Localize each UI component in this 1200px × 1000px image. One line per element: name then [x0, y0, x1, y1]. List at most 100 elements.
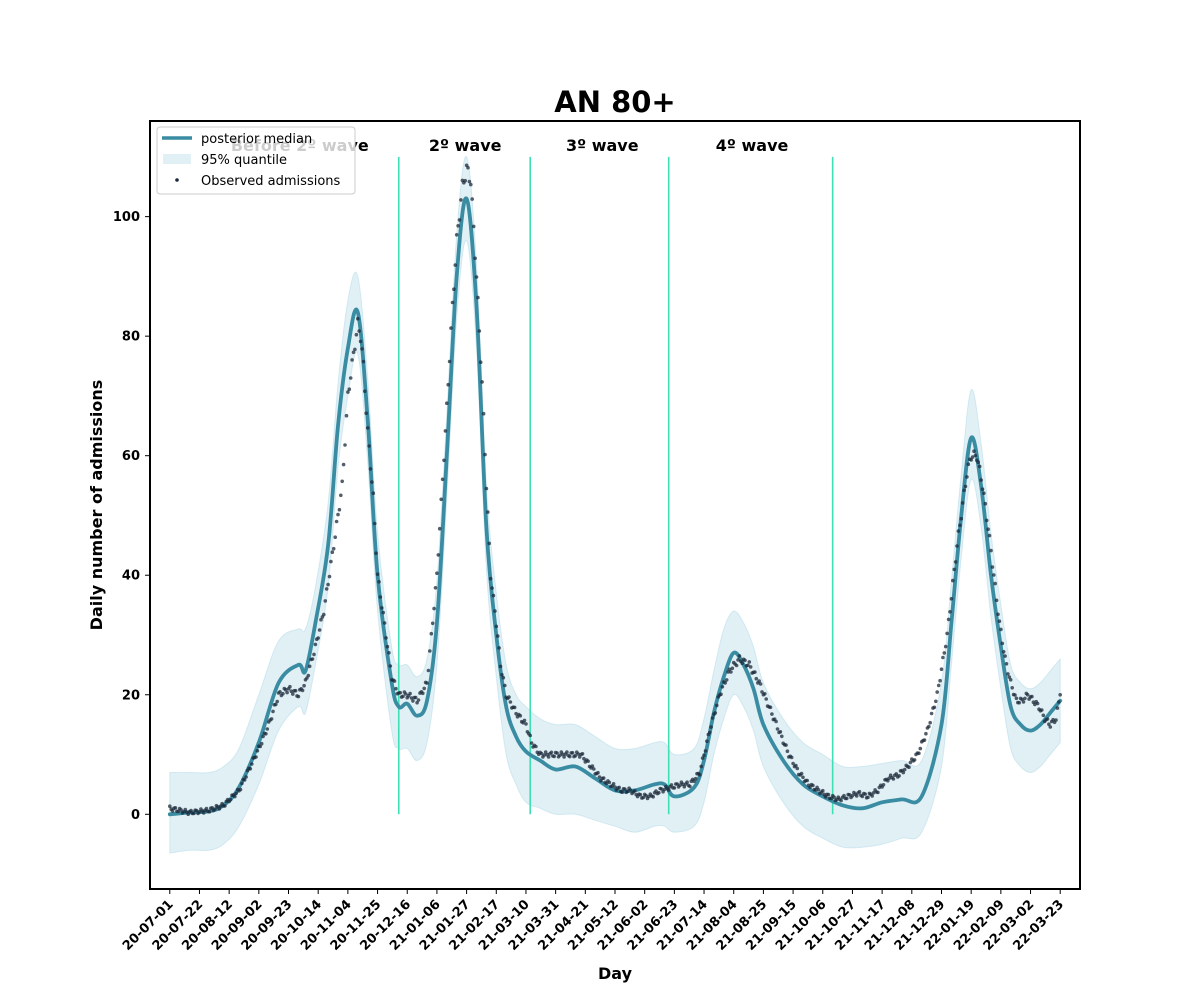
observed-point [1057, 700, 1061, 704]
observed-point [748, 665, 753, 669]
legend-label-median: posterior median [201, 132, 312, 147]
observed-point [922, 738, 927, 742]
observed-point [512, 705, 517, 710]
observed-point [1013, 693, 1017, 697]
observed-point [580, 752, 585, 756]
observed-point [398, 690, 403, 695]
observed-point [941, 655, 945, 660]
observed-point [326, 582, 330, 587]
observed-point [982, 491, 986, 496]
observed-point [955, 544, 959, 548]
observed-point [821, 788, 825, 793]
observed-point [439, 497, 444, 502]
observed-point [935, 690, 939, 694]
observed-point [1054, 718, 1058, 722]
observed-point [1014, 696, 1019, 701]
observed-point [993, 581, 997, 586]
observed-point [197, 810, 202, 814]
observed-point [367, 444, 371, 448]
observed-point [986, 527, 990, 531]
observed-point [866, 795, 870, 800]
observed-point [946, 617, 951, 622]
observed-point [912, 758, 917, 762]
observed-point [860, 794, 865, 799]
observed-point [805, 778, 809, 783]
observed-point [1023, 696, 1027, 701]
observed-point [778, 730, 783, 734]
observed-point [666, 788, 671, 792]
observed-point [710, 716, 715, 720]
observed-point [204, 806, 209, 811]
observed-point [388, 664, 393, 668]
observed-point [1008, 678, 1013, 682]
observed-point [662, 787, 667, 792]
observed-point [322, 612, 326, 617]
observed-point [737, 654, 742, 658]
observed-point [474, 275, 479, 279]
observed-point [361, 359, 366, 364]
observed-point [924, 731, 928, 736]
observed-point [324, 587, 329, 591]
observed-point [514, 711, 518, 716]
observed-point [927, 724, 931, 729]
observed-point [949, 597, 954, 601]
observed-point [764, 697, 768, 701]
observed-point [857, 789, 862, 794]
observed-point [351, 350, 356, 355]
y-axis-ticks: 0 20 40 60 80 100 [113, 210, 150, 823]
observed-point [259, 741, 264, 746]
observed-point [1047, 722, 1051, 726]
observed-point [976, 460, 980, 465]
observed-point [850, 793, 855, 798]
observed-point [1010, 686, 1014, 690]
observed-point [381, 610, 386, 615]
observed-point [693, 776, 698, 781]
observed-point [1048, 725, 1053, 729]
observed-point [657, 790, 661, 795]
observed-point [934, 699, 938, 704]
observed-point [487, 541, 492, 546]
observed-point [611, 782, 616, 786]
legend-band-swatch [163, 154, 191, 164]
observed-point [682, 784, 687, 789]
observed-point [365, 426, 370, 430]
observed-point [429, 631, 434, 636]
observed-point [416, 698, 421, 702]
observed-point [573, 753, 578, 758]
observed-point [528, 733, 532, 738]
observed-point [443, 429, 448, 433]
observed-point [791, 761, 795, 766]
observed-point [669, 783, 674, 787]
observed-point [254, 755, 258, 759]
observed-point [477, 329, 482, 333]
observed-point [999, 627, 1003, 632]
observed-point [291, 692, 295, 696]
observed-point [223, 804, 227, 808]
observed-point [334, 519, 339, 524]
observed-point [936, 683, 941, 688]
observed-point [1025, 693, 1030, 697]
median-line-layer [167, 196, 1063, 817]
observed-point [659, 787, 664, 791]
observed-point [758, 682, 763, 686]
observed-point [302, 683, 306, 688]
observed-point [192, 811, 196, 816]
observed-point [283, 687, 288, 692]
observed-point [956, 529, 961, 533]
observed-point [457, 218, 462, 222]
observed-point [495, 634, 500, 638]
observed-point [641, 795, 646, 800]
observed-point [493, 609, 497, 613]
observed-point [951, 578, 955, 583]
observed-point [264, 732, 268, 736]
observed-point [723, 681, 727, 685]
observed-point [1055, 706, 1060, 710]
observed-point [413, 695, 418, 700]
observed-point [549, 750, 554, 755]
observed-point [542, 753, 547, 757]
observed-point [348, 376, 353, 380]
observed-point [997, 619, 1002, 623]
observed-point [336, 512, 340, 517]
observed-point [435, 571, 439, 575]
